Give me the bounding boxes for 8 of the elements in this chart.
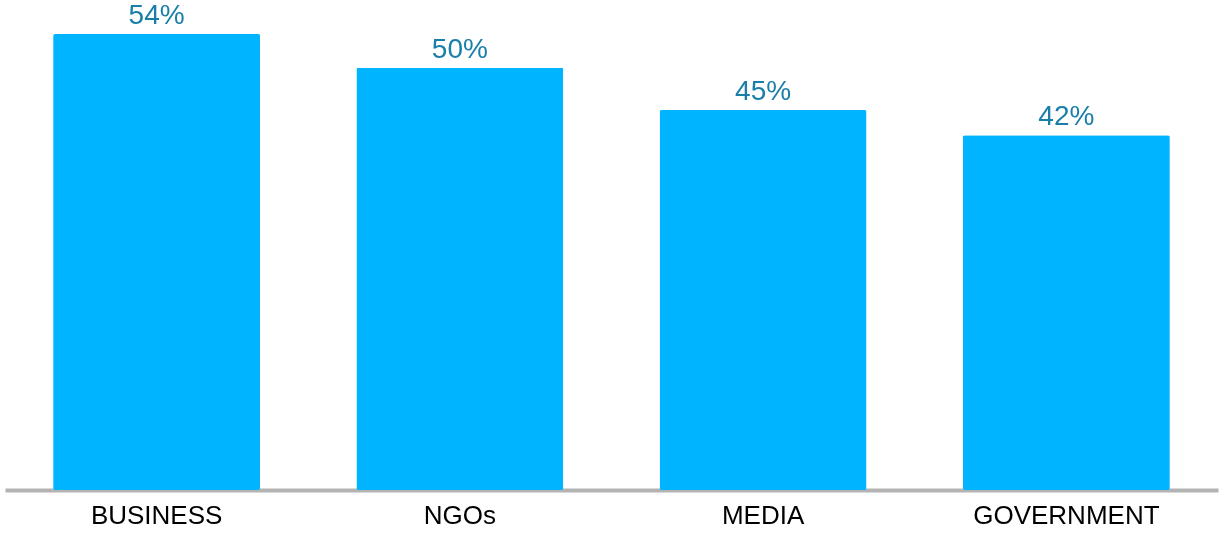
data-label: 50% <box>431 32 488 64</box>
data-label: 42% <box>1038 100 1095 132</box>
x-tick-label: BUSINESS <box>90 499 223 530</box>
x-tick-label: GOVERNMENT <box>973 499 1160 530</box>
x-tick-label: NGOs <box>423 499 496 530</box>
x-tick-label: MEDIA <box>721 499 805 530</box>
data-label: 54% <box>128 0 185 30</box>
data-label: 45% <box>735 75 792 106</box>
